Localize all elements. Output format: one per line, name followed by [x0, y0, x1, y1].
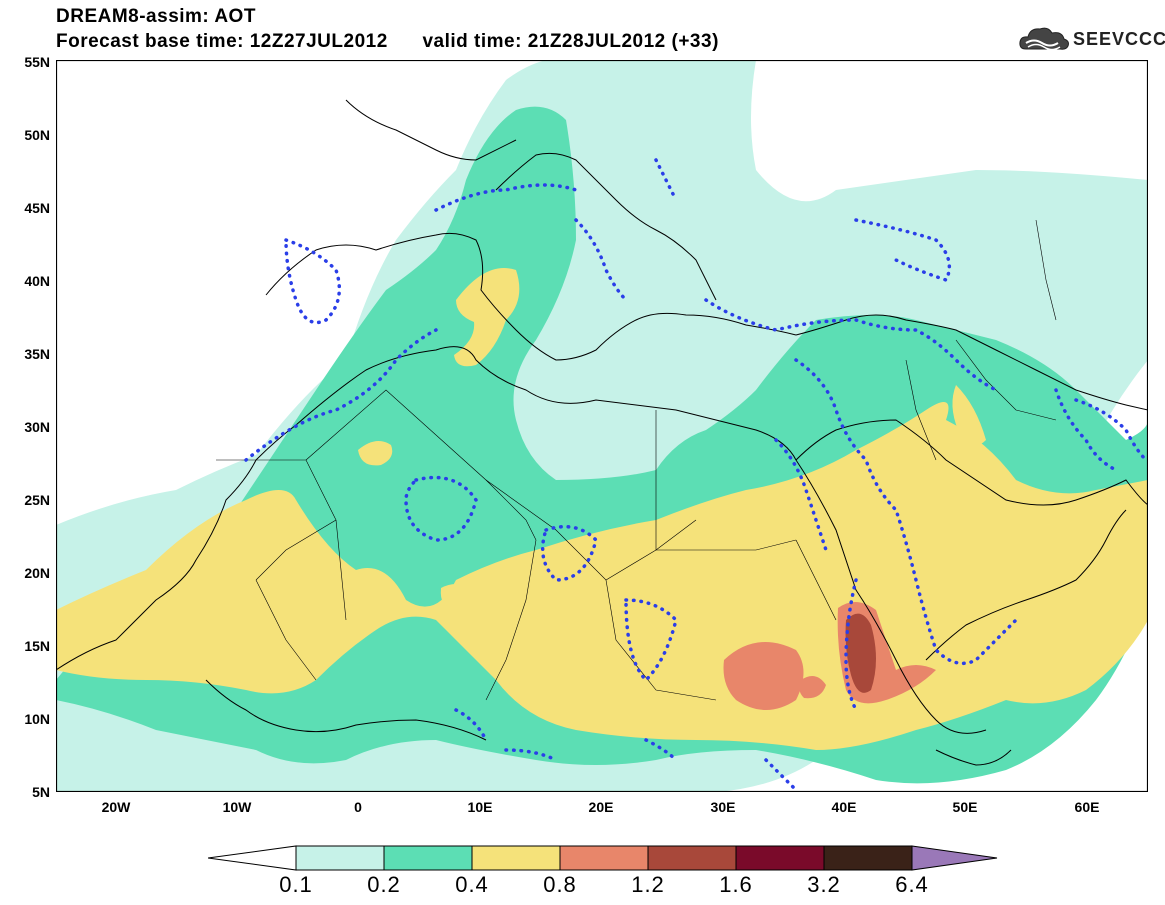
aot-colorbar [208, 845, 998, 871]
colorbar-label: 1.2 [618, 872, 678, 898]
colorbar-label: 0.4 [442, 872, 502, 898]
lon-label: 10W [207, 799, 267, 815]
colorbar-swatch [824, 846, 912, 870]
lon-label: 60E [1057, 799, 1117, 815]
map-title: DREAM8-assim: AOT [56, 6, 256, 28]
colorbar-swatch [560, 846, 648, 870]
lat-label: 50N [10, 127, 50, 143]
colorbar-max-arrow [912, 846, 997, 870]
colorbar-label: 0.1 [266, 872, 326, 898]
logo-text: SEEVCCC [1073, 29, 1165, 50]
lat-label: 55N [10, 54, 50, 70]
seevccc-logo: SEEVCCC [1018, 24, 1165, 54]
colorbar-label: 3.2 [794, 872, 854, 898]
colorbar-label: 1.6 [706, 872, 766, 898]
lon-label: 40E [814, 799, 874, 815]
colorbar-swatch [736, 846, 824, 870]
cloud-icon [1018, 24, 1070, 54]
lon-label: 20E [571, 799, 631, 815]
lat-label: 20N [10, 565, 50, 581]
colorbar-swatch [296, 846, 384, 870]
lat-label: 5N [10, 784, 50, 800]
lat-label: 30N [10, 419, 50, 435]
lon-label: 0 [328, 799, 388, 815]
colorbar-swatch [472, 846, 560, 870]
lon-label: 50E [935, 799, 995, 815]
forecast-time-line: Forecast base time: 12Z27JUL2012 valid t… [56, 31, 719, 53]
colorbar-min-arrow [208, 846, 296, 870]
colorbar-label: 0.2 [354, 872, 414, 898]
lat-label: 25N [10, 492, 50, 508]
lat-label: 10N [10, 711, 50, 727]
aot-forecast-map [56, 60, 1148, 792]
lat-label: 40N [10, 273, 50, 289]
lon-label: 30E [693, 799, 753, 815]
colorbar-label: 6.4 [882, 872, 942, 898]
lon-label: 10E [450, 799, 510, 815]
colorbar-swatch [384, 846, 472, 870]
lat-label: 45N [10, 200, 50, 216]
colorbar-swatch [648, 846, 736, 870]
lat-label: 35N [10, 346, 50, 362]
lat-label: 15N [10, 638, 50, 654]
colorbar-label: 0.8 [530, 872, 590, 898]
lon-label: 20W [86, 799, 146, 815]
